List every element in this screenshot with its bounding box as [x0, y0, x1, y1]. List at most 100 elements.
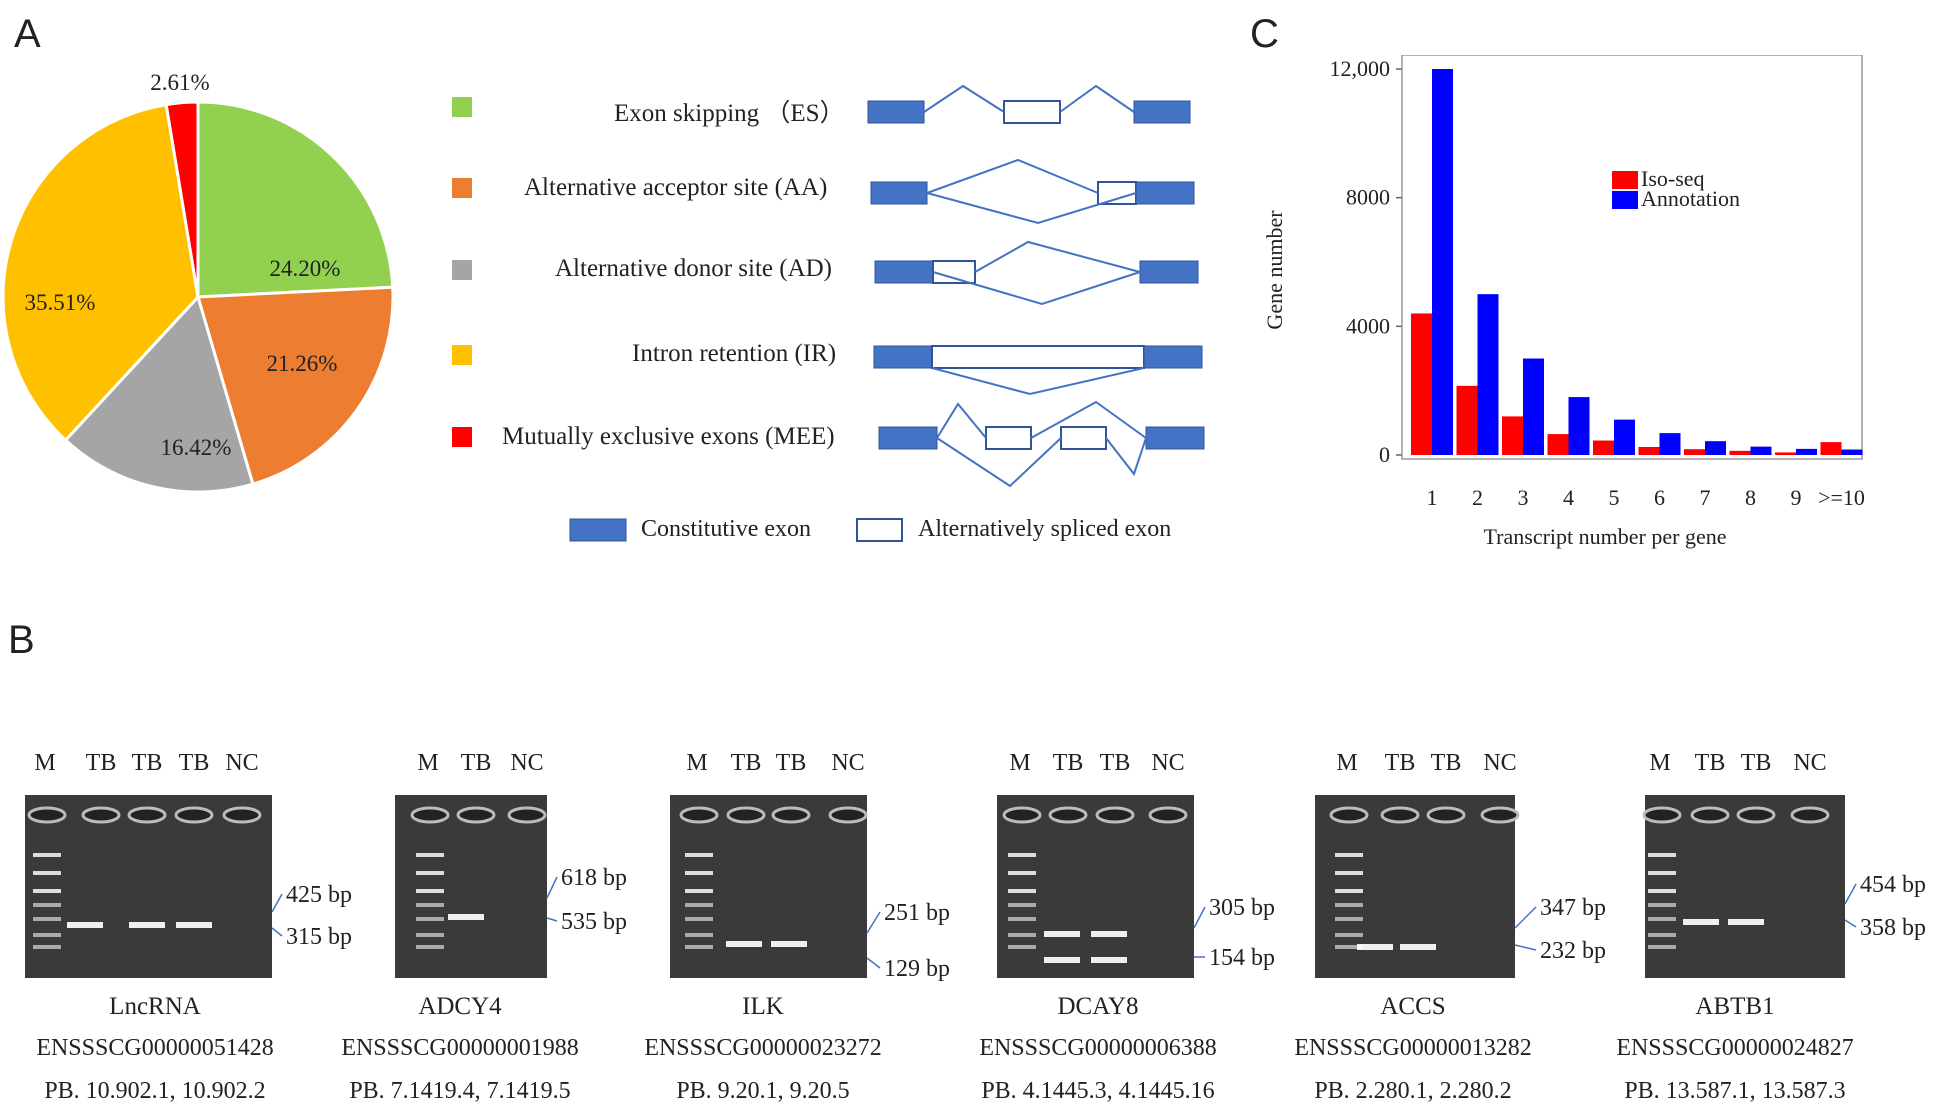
dna-band: [1683, 919, 1719, 925]
band-leader-line: [1514, 944, 1537, 951]
gel-3: M TB TB NC 251 bp 129 bp ILK ENSSSCG00000023272…: [644, 750, 950, 1104]
band-leader-line: [546, 917, 558, 922]
x-tick-label: 8: [1745, 485, 1756, 510]
ladder-band: [1008, 945, 1036, 949]
bar-annotation: [1432, 69, 1453, 455]
band-leader-line: [271, 927, 283, 937]
gel-well: [174, 806, 214, 824]
pie-slice-label: 24.20%: [270, 256, 341, 281]
diagram-mee: [878, 400, 1205, 488]
y-tick-label: 4000: [1346, 313, 1390, 338]
ladder-band: [1008, 871, 1036, 875]
bar-annotation: [1750, 446, 1772, 455]
pie-chart: 24.20% 21.26% 16.42% 35.51% 2.61%: [1, 70, 395, 494]
lane-label: TB: [1695, 750, 1726, 776]
lane-label: M: [417, 750, 438, 776]
dna-band: [67, 922, 103, 928]
dna-band: [1044, 931, 1080, 937]
dna-band: [1091, 957, 1127, 963]
x-tick-label: 3: [1518, 485, 1529, 510]
event-label-aa: Alternative acceptor site (AA): [524, 174, 828, 201]
gel-well: [1148, 806, 1188, 824]
dna-band: [129, 922, 165, 928]
lane-label: NC: [225, 750, 258, 776]
ensembl-id: ENSSSCG00000051428: [36, 1035, 273, 1061]
lane-label: M: [686, 750, 707, 776]
bar-annotation: [1614, 419, 1635, 455]
x-tick-label: 1: [1427, 485, 1438, 510]
band-leader-line: [866, 957, 881, 969]
ladder-band: [416, 933, 444, 937]
dna-band: [176, 922, 212, 928]
ladder-band: [33, 945, 61, 949]
pie-slice: [164, 100, 200, 298]
band-size-label: 618 bp: [561, 865, 627, 891]
y-tick-label: 0: [1379, 442, 1390, 467]
bar-annotation: [1659, 433, 1681, 455]
alternative-exon-swatch: [856, 518, 903, 542]
lane-label: TB: [1385, 750, 1416, 776]
lane-label: TB: [776, 750, 807, 776]
ladder-band: [685, 917, 713, 921]
pie-slice-label: 35.51%: [25, 290, 96, 315]
ladder-band: [416, 903, 444, 907]
dna-band: [1357, 944, 1393, 950]
bar-isoseq: [1456, 385, 1478, 455]
pie-slice-label: 2.61%: [150, 70, 209, 95]
ladder-band: [1335, 903, 1363, 907]
band-size-label: 305 bp: [1209, 895, 1275, 921]
diagram-ad: [874, 240, 1199, 306]
ladder-band: [685, 945, 713, 949]
pie-slice: [63, 294, 255, 494]
event-label-es: Exon skipping （ES）: [614, 100, 845, 127]
dna-band: [1728, 919, 1764, 925]
panel-label-c: C: [1250, 12, 1279, 56]
ladder-band: [416, 917, 444, 921]
gene-name: LncRNA: [109, 993, 201, 1020]
bar-isoseq: [1593, 440, 1614, 455]
x-tick-label: 2: [1472, 485, 1483, 510]
ladder-band: [33, 871, 61, 875]
lane-label: TB: [1053, 750, 1084, 776]
band-size-label: 315 bp: [286, 924, 352, 950]
legend-iso-seq-swatch: [1612, 171, 1638, 189]
band-leader-line: [1844, 883, 1857, 905]
pacbio-id: PB. 9.20.1, 9.20.5: [676, 1078, 849, 1104]
gene-name: ACCS: [1380, 993, 1445, 1020]
constitutive-exon-label: Constitutive exon: [641, 516, 811, 542]
gel-background: [25, 795, 272, 978]
gel-well: [1690, 806, 1730, 824]
panel-label-b: B: [8, 618, 35, 662]
x-tick-label: >=10: [1818, 485, 1865, 510]
pacbio-id: PB. 4.1445.3, 4.1445.16: [981, 1078, 1214, 1104]
bar-isoseq: [1729, 450, 1751, 455]
gel-well: [27, 806, 67, 824]
gel-well: [726, 806, 766, 824]
gene-name: DCAY8: [1057, 993, 1138, 1020]
ladder-band: [1648, 903, 1676, 907]
event-label-ad: Alternative donor site (AD): [555, 255, 833, 282]
lane-label: TB: [132, 750, 163, 776]
ladder-band: [33, 903, 61, 907]
band-size-label: 535 bp: [561, 909, 627, 935]
legend-swatch-mee: [452, 427, 472, 447]
ensembl-id: ENSSSCG00000001988: [341, 1035, 578, 1061]
legend-swatch-es: [452, 97, 472, 117]
diagram-ir: [873, 345, 1203, 396]
x-tick-label: 5: [1609, 485, 1620, 510]
x-tick-label: 7: [1700, 485, 1711, 510]
bar-isoseq: [1638, 446, 1660, 455]
ladder-band: [1335, 917, 1363, 921]
pacbio-id: PB. 7.1419.4, 7.1419.5: [349, 1078, 570, 1104]
pie-slice-label: 16.42%: [161, 435, 232, 460]
lane-label: M: [34, 750, 55, 776]
ladder-band: [685, 903, 713, 907]
lane-label: M: [1336, 750, 1357, 776]
constitutive-exon-swatch: [569, 518, 627, 542]
y-tick-label: 12,000: [1330, 56, 1391, 81]
band-size-label: 232 bp: [1540, 938, 1606, 964]
lane-label: M: [1649, 750, 1670, 776]
x-tick-label: 6: [1654, 485, 1665, 510]
bar-isoseq: [1411, 313, 1432, 455]
gene-name: ADCY4: [418, 993, 502, 1020]
